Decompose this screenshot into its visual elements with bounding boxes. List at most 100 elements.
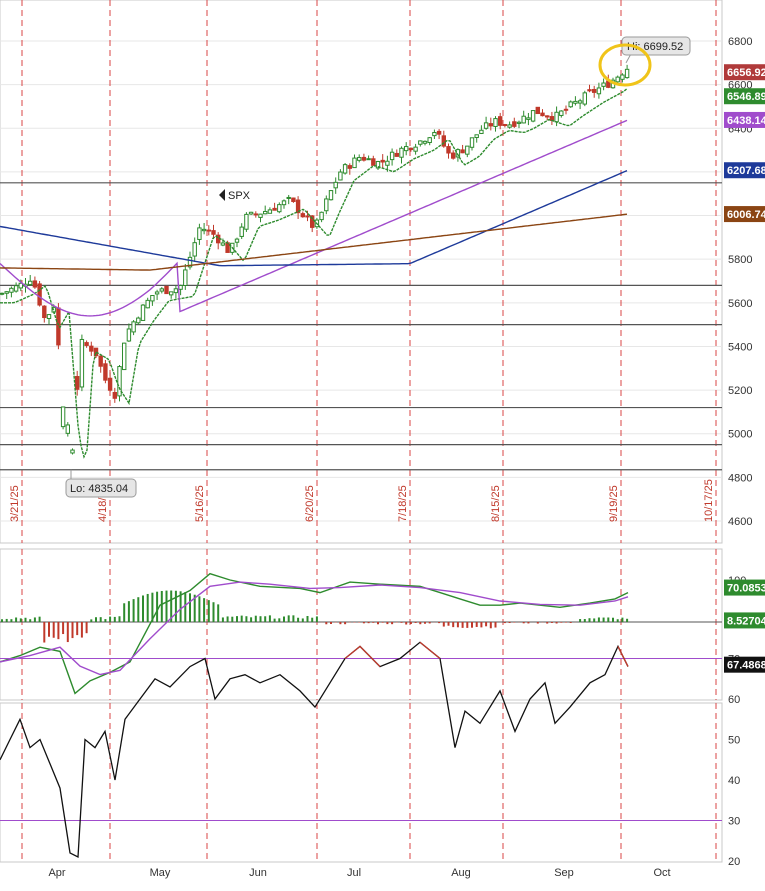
macd-histogram-bar (560, 622, 562, 623)
x-month-label: Jul (347, 867, 361, 879)
candle-body (423, 141, 426, 143)
macd-histogram-bar (264, 616, 266, 622)
candle-body (555, 112, 558, 121)
candle-body (0, 293, 3, 294)
event-date-label: 7/18/25 (397, 485, 409, 522)
candle-body (90, 346, 93, 351)
macd-histogram-bar (457, 622, 459, 627)
macd-histogram-bar (250, 617, 252, 622)
macd-histogram-bar (466, 622, 468, 628)
candle-body (414, 147, 417, 151)
macd-histogram-bar (509, 622, 511, 623)
macd-histogram-bar (203, 598, 205, 622)
candle-body (405, 147, 408, 151)
macd-histogram-bar (48, 622, 50, 637)
candle-body (325, 199, 328, 211)
x-month-label: Oct (653, 867, 670, 879)
candle-body (546, 116, 549, 117)
candle-body (29, 281, 32, 284)
macd-histogram-bar (95, 617, 97, 622)
macd-histogram-bar (335, 622, 337, 623)
candle-body (588, 90, 591, 91)
candle-body (198, 228, 201, 240)
macd-histogram-bar (123, 603, 125, 622)
macd-histogram-bar (448, 622, 450, 626)
macd-histogram-bar (462, 622, 464, 628)
candle-body (339, 172, 342, 180)
rsi-value-label: 67.4868 (727, 660, 765, 672)
candle-body (386, 161, 389, 165)
candle-body (395, 153, 398, 156)
candle-body (80, 339, 83, 386)
candle-body (334, 182, 337, 187)
candle-body (282, 201, 285, 205)
macd-histogram-bar (76, 622, 78, 635)
candle-body (141, 305, 144, 320)
candle-body (625, 69, 628, 77)
macd-histogram-bar (133, 599, 135, 622)
macd-histogram-bar (208, 600, 210, 622)
candle-body (381, 160, 384, 162)
price-badge-label: 6656.92 (727, 67, 765, 79)
candle-body (597, 88, 600, 94)
macd-histogram-bar (109, 617, 111, 622)
macd-histogram-bar (213, 602, 215, 622)
candle-body (273, 208, 276, 210)
macd-histogram-bar (67, 622, 69, 642)
macd-histogram-bar (368, 622, 370, 623)
candle-body (207, 230, 210, 231)
candle-body (447, 147, 450, 153)
macd-histogram-bar (166, 591, 168, 622)
macd-histogram-bar (344, 622, 346, 624)
macd-histogram-bar (142, 595, 144, 622)
candle-body (226, 243, 229, 253)
macd-histogram-bar (245, 616, 247, 622)
candle-body (437, 131, 440, 134)
macd-histogram-bar (184, 592, 186, 622)
macd-histogram-bar (43, 622, 45, 643)
macd-histogram-bar (429, 622, 431, 623)
macd-pane-frame (0, 549, 722, 700)
price-badge-label: 6438.14 (727, 115, 765, 127)
macd-histogram-bar (6, 619, 8, 622)
low-callout-label: Lo: 4835.04 (70, 483, 128, 495)
candle-body (184, 270, 187, 286)
price-badge-label: 6546.89 (727, 91, 765, 103)
macd-histogram-bar (584, 619, 586, 622)
macd-value-label: 8.52704 (727, 615, 765, 627)
macd-histogram-bar (316, 616, 318, 622)
candle-body (390, 152, 393, 159)
candle-body (132, 322, 135, 332)
macd-histogram-bar (114, 617, 116, 622)
candle-body (43, 306, 46, 317)
macd-histogram-bar (607, 617, 609, 622)
macd-histogram-bar (311, 618, 313, 622)
macd-histogram-bar (330, 622, 332, 624)
macd-histogram-bar (363, 622, 365, 623)
macd-histogram-bar (579, 619, 581, 622)
macd-histogram-bar (269, 615, 271, 622)
macd-histogram-bar (471, 622, 473, 628)
macd-histogram-bar (603, 618, 605, 622)
candle-body (10, 288, 13, 292)
candle-body (513, 122, 516, 127)
y-tick-label: 5200 (728, 385, 752, 397)
macd-histogram-bar (255, 616, 257, 622)
macd-histogram-bar (147, 594, 149, 622)
event-date-label: 4/18/ (97, 497, 109, 522)
candle-body (480, 130, 483, 133)
macd-histogram-bar (537, 622, 539, 624)
candle-body (517, 122, 520, 123)
macd-histogram-bar (570, 622, 572, 623)
macd-histogram-bar (438, 622, 440, 623)
candle-body (240, 227, 243, 236)
candle-body (306, 216, 309, 217)
candle-body (362, 157, 365, 160)
event-date-label: 8/15/25 (490, 485, 502, 522)
macd-histogram-bar (292, 615, 294, 622)
y-tick-label: 6800 (728, 36, 752, 48)
macd-histogram-bar (513, 622, 515, 623)
candle-body (170, 292, 173, 295)
candle-body (400, 148, 403, 157)
